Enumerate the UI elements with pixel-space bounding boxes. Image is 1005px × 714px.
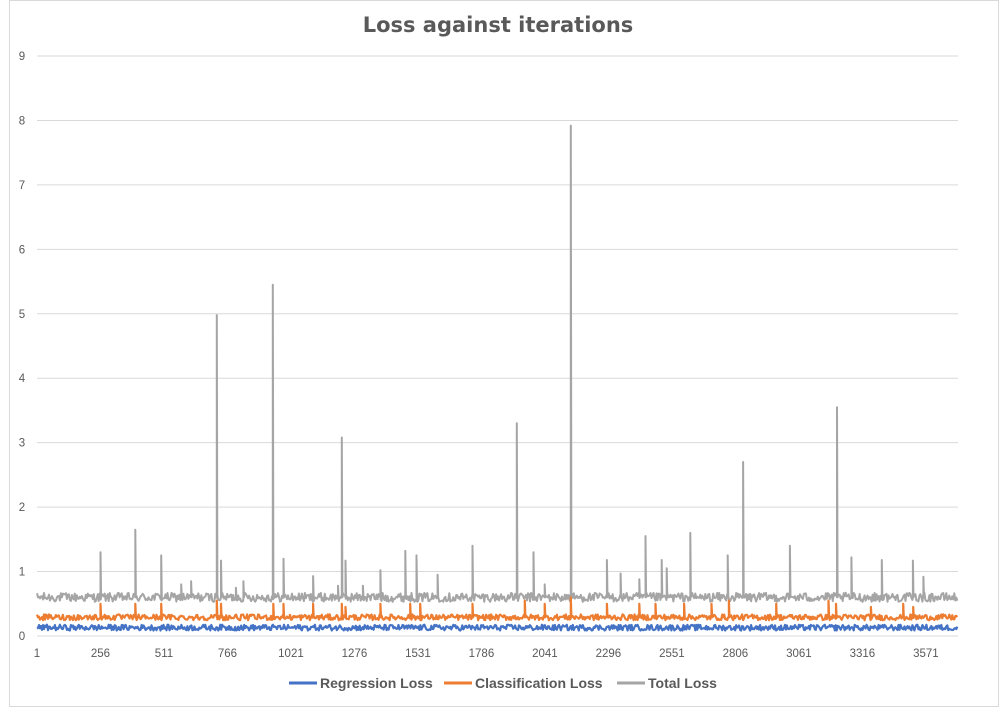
x-tick-label: 1021 [278, 648, 304, 660]
legend-label: Total Loss [648, 675, 717, 691]
y-tick-label: 9 [19, 51, 25, 63]
series-line-classification-loss [35, 596, 959, 622]
x-tick-label: 3061 [786, 648, 812, 660]
x-tick-label: 2806 [723, 648, 749, 660]
y-tick-label: 4 [19, 373, 26, 385]
x-tick-label: 511 [155, 648, 173, 660]
x-tick-label: 2296 [596, 648, 622, 660]
y-tick-label: 2 [19, 502, 25, 514]
chart-frame [9, 0, 999, 707]
series-line-regression-loss [36, 623, 959, 632]
y-tick-label: 6 [19, 244, 25, 256]
series-line-total-loss [36, 124, 959, 603]
series-lines [35, 124, 959, 632]
y-tick-label: 3 [19, 438, 25, 450]
x-tick-label: 1276 [342, 648, 368, 660]
legend-label: Classification Loss [475, 675, 603, 691]
y-tick-label: 1 [19, 567, 25, 579]
chart-title: Loss against iterations [363, 13, 634, 37]
x-tick-label: 3316 [850, 648, 876, 660]
y-axis-tick-labels: 0 1 2 3 4 5 6 7 8 9 [19, 51, 26, 643]
x-tick-label: 766 [218, 648, 237, 660]
x-tick-label: 1786 [469, 648, 495, 660]
y-tick-label: 7 [19, 180, 25, 192]
y-tick-label: 8 [19, 115, 25, 127]
x-axis-tick-labels: 1 256 511 766 1021 1276 1531 1786 2041 2296 2551 28… [34, 648, 939, 660]
x-tick-label: 1531 [405, 648, 431, 660]
x-tick-label: 2551 [659, 648, 685, 660]
legend-label: Regression Loss [320, 675, 433, 691]
x-tick-label: 3571 [913, 648, 939, 660]
x-tick-label: 2041 [532, 648, 558, 660]
legend: Regression Loss Classification Loss Total … [289, 675, 717, 691]
x-tick-label: 256 [91, 648, 110, 660]
y-tick-label: 0 [19, 631, 25, 643]
x-tick-label: 1 [34, 648, 40, 660]
gridlines [37, 55, 958, 637]
y-tick-label: 5 [19, 309, 25, 321]
